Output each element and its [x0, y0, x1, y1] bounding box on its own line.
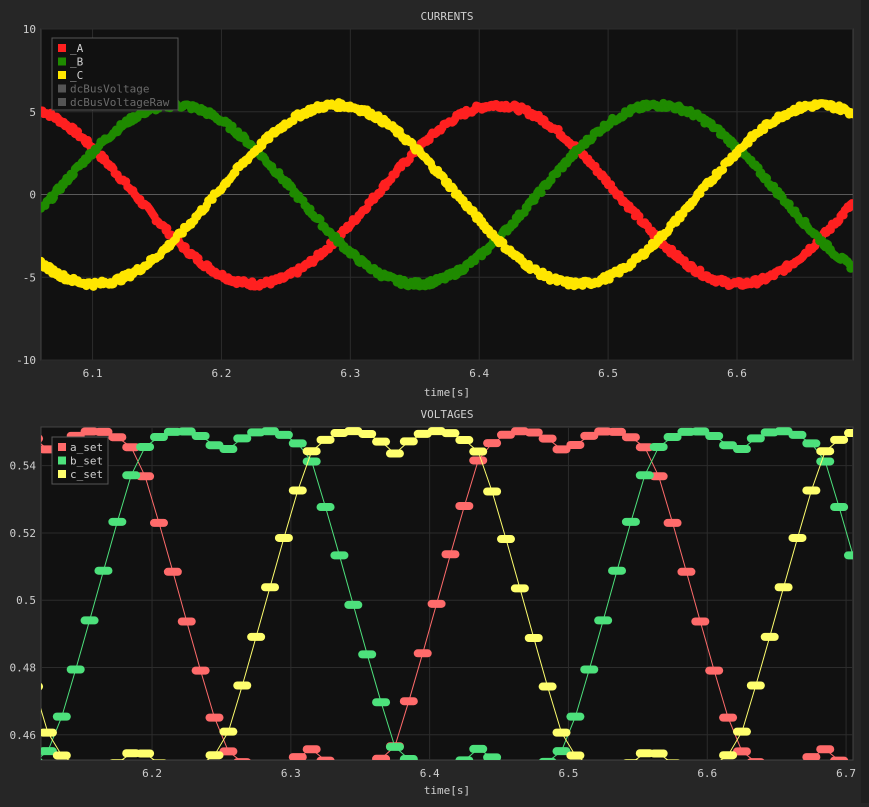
x-tick-label: 6.7	[836, 767, 856, 780]
x-tick-label: 6.6	[697, 767, 717, 780]
currents-xlabel: time[s]	[424, 386, 470, 399]
legend-swatch[interactable]	[58, 98, 66, 106]
voltages-chart[interactable]: VOLTAGES time[s] 6.2 6.3 6.4 6.5 6.6 6.7 0.54 0…	[10, 408, 859, 797]
x-tick-label: 6.5	[559, 767, 579, 780]
currents-chart[interactable]: CURRENTS time[s] 6.1 6.2 6.3 6.4 6.5 6.6 10 5 0 -…	[16, 10, 856, 399]
current-point	[162, 223, 172, 233]
x-tick-label: 6.4	[420, 767, 440, 780]
window-scroll-edge[interactable]	[861, 0, 869, 803]
y-tick-label: 10	[23, 23, 36, 36]
legend-label[interactable]: a_set	[70, 441, 103, 454]
x-tick-label: 6.5	[598, 367, 618, 380]
current-point	[847, 262, 853, 272]
series-c-set-line	[41, 427, 853, 760]
current-point	[696, 265, 705, 275]
currents-series	[41, 98, 853, 291]
x-tick-label: 6.2	[142, 767, 162, 780]
voltages-grid	[41, 427, 853, 760]
y-tick-label: 0.5	[16, 594, 36, 607]
legend-label[interactable]: _B	[70, 56, 84, 69]
y-tick-label: 0.52	[10, 527, 37, 540]
legend-swatch[interactable]	[58, 57, 66, 66]
legend-swatch[interactable]	[58, 470, 66, 478]
y-tick-label: 5	[29, 106, 36, 119]
x-tick-label: 6.6	[727, 367, 747, 380]
current-point	[847, 109, 853, 119]
series-a-set-line	[41, 427, 849, 760]
legend-label[interactable]: _C	[70, 69, 83, 82]
y-tick-label: 0.46	[10, 729, 37, 742]
series-a-points	[41, 100, 853, 291]
x-tick-label: 6.4	[469, 367, 489, 380]
currents-title: CURRENTS	[421, 10, 474, 23]
voltages-ticks: 6.2 6.3 6.4 6.5 6.6 6.7 0.54 0.52 0.5 0.48 0.46	[10, 460, 856, 780]
voltages-title: VOLTAGES	[421, 408, 474, 421]
legend-label[interactable]: b_set	[70, 455, 103, 468]
legend-swatch[interactable]	[58, 443, 66, 451]
legend-label[interactable]: dcBusVoltage	[70, 83, 149, 96]
legend-label[interactable]: c_set	[70, 468, 103, 481]
legend-label[interactable]: _A	[70, 42, 84, 55]
legend-label[interactable]: dcBusVoltageRaw	[70, 96, 170, 109]
x-tick-label: 6.3	[340, 367, 360, 380]
current-point	[316, 215, 325, 224]
x-tick-label: 6.1	[83, 367, 103, 380]
y-tick-label: 0.48	[10, 662, 37, 675]
legend-box	[51, 37, 179, 111]
y-tick-label: -5	[23, 271, 36, 284]
current-point	[847, 199, 853, 208]
y-tick-label: 0.54	[10, 460, 37, 473]
voltages-series	[41, 427, 853, 760]
voltages-xlabel: time[s]	[424, 784, 470, 797]
y-tick-label: 0	[29, 189, 36, 202]
legend-swatch[interactable]	[58, 456, 66, 465]
legend-swatch[interactable]	[58, 44, 66, 52]
voltages-plot-area[interactable]	[40, 426, 854, 761]
currents-ticks: 6.1 6.2 6.3 6.4 6.5 6.6 10 5 0 -5 -10	[16, 23, 747, 380]
y-tick-label: -10	[16, 354, 36, 367]
current-point	[537, 188, 546, 198]
voltage-connector	[41, 430, 840, 760]
series-c-points	[41, 98, 853, 291]
legend-swatch[interactable]	[58, 84, 66, 93]
x-tick-label: 6.2	[212, 367, 232, 380]
series-b-points	[41, 98, 853, 291]
series-b-set-line	[41, 427, 853, 760]
legend-swatch[interactable]	[58, 71, 66, 79]
x-tick-label: 6.3	[281, 767, 301, 780]
